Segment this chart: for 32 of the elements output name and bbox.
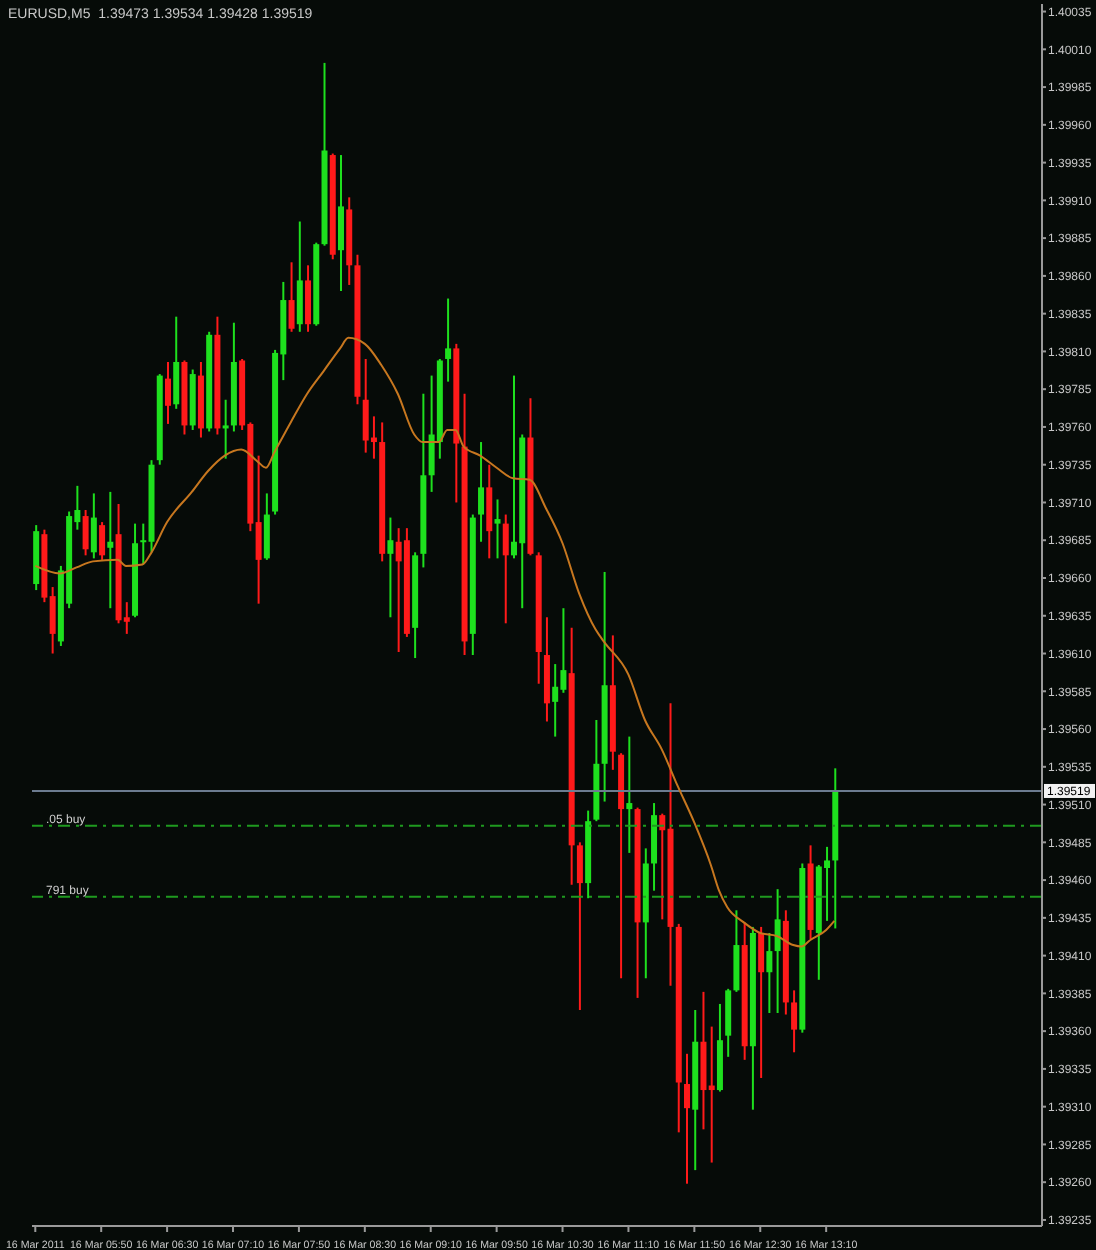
candlestick bbox=[510, 374, 517, 560]
candlestick bbox=[766, 931, 773, 1015]
candlestick bbox=[288, 261, 295, 333]
candlestick bbox=[791, 989, 798, 1054]
candlestick bbox=[552, 663, 559, 738]
candlestick bbox=[683, 1052, 690, 1185]
candlestick bbox=[164, 360, 171, 425]
candlestick bbox=[82, 509, 89, 557]
candlestick bbox=[99, 521, 106, 561]
candlestick bbox=[362, 357, 369, 454]
candlestick bbox=[626, 735, 633, 854]
candlestick bbox=[305, 264, 312, 333]
candlestick bbox=[296, 220, 303, 333]
candlestick bbox=[733, 909, 740, 993]
candlestick bbox=[90, 492, 97, 560]
candlestick bbox=[445, 297, 452, 383]
candlestick bbox=[387, 516, 394, 619]
candlestick bbox=[725, 987, 732, 1058]
candlestick bbox=[395, 527, 402, 654]
candlestick bbox=[263, 492, 270, 561]
candlestick bbox=[494, 498, 501, 560]
candlestick bbox=[774, 888, 781, 1015]
candlestick bbox=[107, 490, 114, 610]
candlestick bbox=[222, 398, 229, 460]
candlestick bbox=[560, 607, 567, 694]
candlestick bbox=[173, 315, 180, 410]
candlestick bbox=[502, 513, 509, 625]
candlestick bbox=[478, 441, 485, 543]
candlestick bbox=[758, 925, 765, 1079]
candlestick bbox=[486, 463, 493, 560]
candlestick bbox=[337, 154, 344, 292]
candlestick bbox=[576, 841, 583, 1011]
